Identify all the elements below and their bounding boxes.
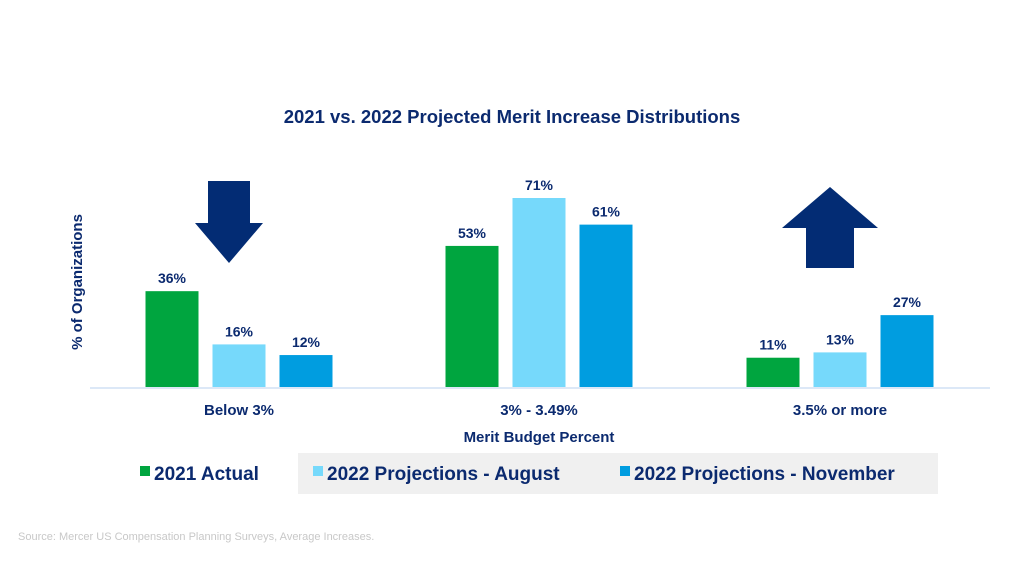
legend-label: 2022 Projections - November (634, 464, 895, 485)
bar-2-2 (880, 315, 934, 387)
legend-background (298, 453, 938, 494)
data-label: 61% (592, 204, 621, 220)
bar-2-1 (813, 352, 867, 387)
bar-0-1 (212, 344, 266, 387)
x-tick-label: 3.5% or more (793, 402, 887, 419)
data-label: 71% (525, 177, 554, 193)
legend: 2021 Actual 2022 Projections - August 2022… (140, 453, 938, 494)
legend-swatch (620, 466, 630, 476)
source-note: Source: Mercer US Compensation Planning … (18, 531, 374, 543)
data-label: 53% (458, 225, 487, 241)
data-label: 11% (759, 337, 787, 353)
bar-1-1 (512, 198, 566, 387)
data-label: 13% (826, 331, 855, 347)
legend-swatch (313, 466, 323, 476)
data-label: 16% (225, 323, 254, 339)
annotations (195, 181, 878, 268)
bar-0-0 (145, 291, 199, 387)
legend-label: 2021 Actual (154, 464, 259, 485)
arrow-up-icon (782, 187, 878, 268)
bar-1-0 (445, 245, 499, 387)
x-tick-label: 3% - 3.49% (500, 402, 578, 419)
bars: 36% 16% 12% 53% 71% 61% 11% 13% 27% (145, 177, 934, 387)
x-tick-labels: Below 3% 3% - 3.49% 3.5% or more (204, 402, 887, 419)
x-tick-label: Below 3% (204, 402, 274, 419)
data-label: 12% (292, 334, 321, 350)
bar-1-2 (579, 224, 633, 387)
arrow-down-icon (195, 181, 263, 263)
x-axis-label: Merit Budget Percent (464, 429, 615, 446)
data-label: 36% (158, 270, 187, 286)
chart-title: 2021 vs. 2022 Projected Merit Increase D… (284, 106, 741, 127)
legend-label: 2022 Projections - August (327, 464, 560, 485)
bar-2-0 (746, 357, 800, 387)
legend-swatch (140, 466, 150, 476)
bar-0-2 (279, 355, 333, 387)
y-axis-label: % of Organizations (69, 214, 86, 350)
data-label: 27% (893, 294, 922, 310)
